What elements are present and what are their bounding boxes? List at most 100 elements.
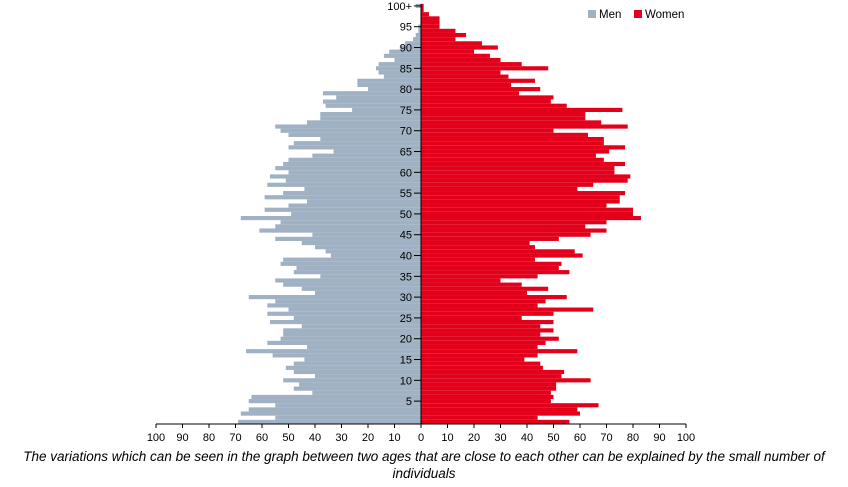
bar-men-age-61 [275, 166, 421, 171]
x-tick-label: 10 [441, 432, 453, 444]
bar-men-age-79 [322, 91, 421, 96]
x-tick-label: 40 [521, 432, 533, 444]
bar-women-age-2 [421, 411, 580, 416]
bar-men-age-4 [275, 403, 421, 408]
bar-men-age-2 [240, 411, 421, 416]
bar-women-age-42 [421, 245, 535, 250]
bar-men-age-84 [378, 70, 421, 75]
bar-men-age-69 [288, 132, 421, 137]
y-tick-label: 10 [400, 375, 412, 387]
population-pyramid-chart: 100 90 80 70 60 50 40 30 20 10 0 10 20 30 40 50 60 70 80 90… [147, 1, 695, 444]
x-tick-label: 20 [468, 432, 480, 444]
y-tick-label: 70 [400, 126, 412, 138]
bar-women-age-46 [421, 228, 607, 233]
bar-women-age-10 [421, 378, 591, 383]
bar-men-age-81 [357, 82, 421, 88]
bar-men-age-26 [267, 311, 421, 316]
bar-women-age-38 [421, 261, 562, 266]
bar-men-age-66 [288, 145, 421, 150]
bar-men-age-78 [336, 95, 421, 100]
bar-men-age-36 [293, 270, 421, 275]
bar-men-age-63 [288, 157, 421, 162]
bar-men-age-20 [280, 336, 421, 341]
bar-women-age-97 [421, 16, 440, 21]
x-tick-label: 70 [229, 432, 241, 444]
x-tick-label: 10 [388, 432, 400, 444]
bar-women-age-90 [421, 45, 498, 50]
bar-women-age-41 [421, 249, 575, 254]
bar-men-age-38 [280, 261, 421, 266]
bar-men-age-16 [272, 353, 421, 358]
bar-women-age-15 [421, 357, 525, 362]
bar-men-age-31 [315, 290, 421, 296]
bar-women-age-27 [421, 307, 594, 312]
bar-women-age-39 [421, 257, 535, 262]
y-tick-label: 30 [400, 292, 412, 304]
bar-women-age-7 [421, 390, 551, 395]
bar-women-age-71 [421, 124, 628, 129]
bar-men-age-32 [301, 286, 421, 291]
legend-label-women: Women [645, 9, 684, 21]
y-tick-label: 80 [400, 84, 412, 96]
bar-men-age-22 [283, 328, 421, 333]
y-tick-label: 5 [406, 396, 412, 408]
bar-women-age-80 [421, 87, 541, 92]
bar-men-age-6 [251, 394, 421, 400]
bar-women-age-4 [421, 403, 599, 408]
y-tick-label: 45 [400, 230, 412, 242]
legend: Men Women [588, 9, 684, 21]
bar-women-age-61 [421, 166, 615, 171]
bar-women-age-25 [421, 315, 522, 320]
x-tick-label: 90 [653, 432, 665, 444]
bar-women-age-16 [421, 353, 538, 358]
bar-women-age-20 [421, 336, 559, 341]
bar-women-age-23 [421, 324, 541, 329]
bar-men-age-58 [285, 178, 421, 183]
bar-women-age-99 [421, 8, 424, 13]
bar-women-age-65 [421, 149, 610, 154]
bar-men-age-23 [301, 324, 421, 329]
bar-women-age-64 [421, 153, 596, 158]
bar-men-age-59 [269, 174, 421, 179]
bar-women-age-13 [421, 365, 543, 370]
bar-men-age-56 [304, 186, 421, 192]
bar-women-age-17 [421, 349, 578, 354]
x-tick-label: 0 [418, 432, 424, 444]
bar-men-age-44 [275, 236, 421, 241]
bar-women-age-8 [421, 386, 557, 391]
bar-women-age-94 [421, 28, 456, 33]
bar-men-age-77 [322, 99, 421, 104]
bar-men-age-19 [267, 340, 421, 345]
bar-women-age-33 [421, 282, 522, 287]
bar-men-age-65 [333, 149, 421, 154]
x-tick-label: 50 [547, 432, 559, 444]
bar-men-age-72 [307, 120, 421, 125]
bar-women-age-28 [421, 303, 538, 308]
bar-women-age-45 [421, 232, 591, 237]
x-tick-label: 80 [203, 432, 215, 444]
bar-men-age-29 [275, 299, 421, 304]
bar-women-age-98 [421, 12, 429, 17]
bar-women-age-79 [421, 91, 520, 96]
bar-women-age-62 [421, 161, 626, 167]
chart-caption: The variations which can be seen in the … [23, 449, 825, 481]
x-tick-label: 20 [362, 432, 374, 444]
bar-women-age-49 [421, 216, 641, 221]
y-tick-label: 65 [400, 147, 412, 159]
bar-women-age-95 [421, 24, 440, 29]
bar-women-age-57 [421, 182, 594, 187]
bar-women-age-31 [421, 290, 527, 296]
bar-women-age-83 [421, 74, 509, 79]
bar-women-age-100 [421, 3, 424, 8]
bar-women-age-6 [421, 394, 554, 400]
bar-men-age-71 [275, 124, 421, 129]
bar-men-age-75 [352, 107, 421, 112]
bar-women-age-30 [421, 295, 567, 300]
bar-women-age-86 [421, 62, 522, 67]
bar-women-age-44 [421, 236, 559, 241]
bar-men-age-76 [325, 103, 421, 108]
bar-men-age-83 [383, 74, 421, 79]
bar-women-age-72 [421, 120, 602, 125]
x-tick-label: 100 [147, 432, 165, 444]
bar-men-age-28 [267, 303, 421, 308]
